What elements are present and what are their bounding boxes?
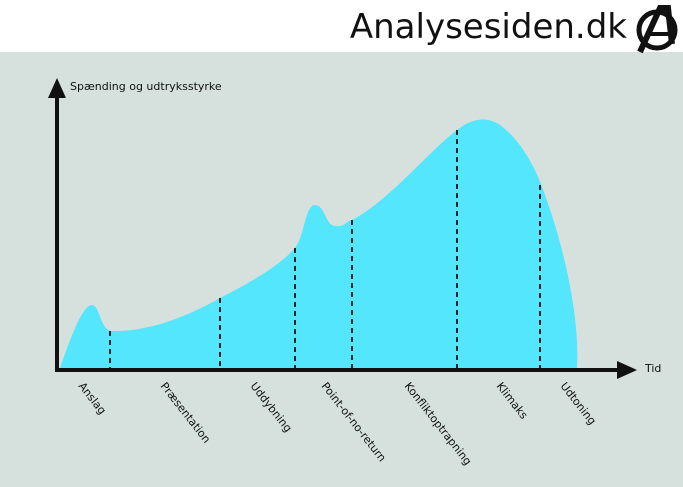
header-band bbox=[0, 0, 683, 52]
y-axis-label: Spænding og udtryksstyrke bbox=[70, 80, 222, 93]
x-arrow bbox=[617, 361, 637, 379]
brand: Analysesiden.dk bbox=[350, 7, 627, 47]
x-axis-label: Tid bbox=[644, 362, 661, 375]
y-arrow bbox=[48, 78, 66, 98]
logo bbox=[636, 5, 678, 54]
phase-dividers bbox=[109, 130, 541, 368]
tension-curve bbox=[60, 119, 578, 368]
